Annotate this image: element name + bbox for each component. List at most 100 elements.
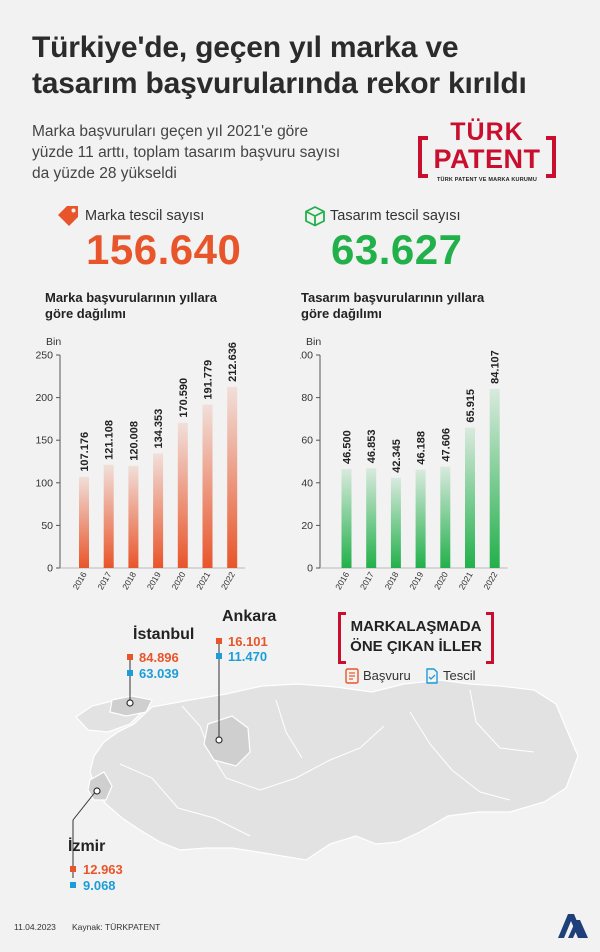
ankara-region xyxy=(203,715,251,767)
subtitle-line-1: Marka başvuruları geçen yıl 2021'e göre xyxy=(32,123,309,140)
tescil-legend-icon xyxy=(426,668,438,684)
legend-basvuru: Başvuru xyxy=(363,668,411,683)
bar-2018 xyxy=(128,465,139,568)
bar-2022 xyxy=(489,388,500,568)
y-tick-label: 80 xyxy=(301,392,313,404)
y-tick-label: 100 xyxy=(300,350,313,362)
izmir-basvuru: 12.963 xyxy=(83,862,123,877)
istanbul-marker xyxy=(126,699,134,707)
y-tick-label: 0 xyxy=(47,563,53,575)
basvuru-legend-icon xyxy=(345,668,359,684)
value-label-2018: 120.008 xyxy=(128,421,140,461)
tag-icon xyxy=(58,206,78,226)
bar-2021 xyxy=(465,427,475,568)
bar-2022 xyxy=(227,386,238,568)
category-label-2021: 2021 xyxy=(194,570,212,592)
category-label-2021: 2021 xyxy=(457,570,475,592)
turk-patent-logo: TÜRK PATENT TÜRK PATENT VE MARKA KURUMU xyxy=(418,118,556,188)
izmir-marker xyxy=(93,787,101,795)
istanbul-tescil: 63.039 xyxy=(139,666,179,681)
value-label-2020: 170.590 xyxy=(178,378,190,418)
logo-text-3: TÜRK PATENT VE MARKA KURUMU xyxy=(436,177,537,183)
map-title: MARKALAŞMADA ÖNE ÇIKAN İLLER xyxy=(338,612,494,664)
value-label-2016: 107.176 xyxy=(79,432,91,472)
category-label-2016: 2016 xyxy=(71,570,89,592)
value-label-2020: 47.606 xyxy=(440,428,452,462)
category-label-2017: 2017 xyxy=(358,570,376,592)
istanbul-name: İstanbul xyxy=(133,626,195,643)
value-label-2017: 46.853 xyxy=(366,430,378,464)
y-tick-label: 100 xyxy=(35,477,53,489)
footer-source: Kaynak: TÜRKPATENT xyxy=(72,922,161,932)
map-title-bracket-right xyxy=(486,612,494,664)
y-tick-label: 200 xyxy=(35,392,53,404)
title-line-2: tasarım başvurularında rekor kırıldı xyxy=(32,67,527,100)
subtitle: Marka başvuruları geçen yıl 2021'e göre … xyxy=(32,121,382,184)
logo-text-2: PATENT xyxy=(433,144,541,174)
category-label-2019: 2019 xyxy=(407,570,425,592)
value-label-2016: 46.500 xyxy=(342,430,354,464)
value-label-2021: 65.915 xyxy=(465,389,477,423)
marka-bar-chart: Bin 0 50 100 150 200 250 107.176 2016 121.108 2017… xyxy=(35,336,246,592)
category-label-2018: 2018 xyxy=(120,570,138,592)
ankara-marker xyxy=(215,736,223,744)
logo-text-1: TÜRK xyxy=(450,118,524,146)
y-unit-label: Bin xyxy=(306,336,321,348)
value-label-2019: 46.188 xyxy=(416,431,428,465)
logo-bracket-right xyxy=(546,136,556,178)
tasarim-stat-value: 63.627 xyxy=(331,226,463,273)
y-tick-label: 250 xyxy=(35,350,53,362)
y-tick-label: 60 xyxy=(301,435,313,447)
subtitle-line-2: yüzde 11 arttı, toplam tasarım başvuru s… xyxy=(32,144,341,161)
map-title-line-1: MARKALAŞMADA xyxy=(350,618,482,635)
istanbul-basvuru: 84.896 xyxy=(139,650,179,665)
y-tick-label: 40 xyxy=(301,477,313,489)
bar-2021 xyxy=(202,404,213,568)
subtitle-line-3: da yüzde 28 yükseldi xyxy=(32,165,177,182)
value-label-2021: 191.779 xyxy=(203,360,215,400)
tasarim-bar-chart: Bin 0 20 40 60 80 100 46.500 2016 46.853 2017 42.34… xyxy=(300,336,508,592)
izmir-tescil: 9.068 xyxy=(83,878,116,893)
logo-bracket-left xyxy=(418,136,428,178)
ankara-tescil: 11.470 xyxy=(228,649,268,664)
marka-stat-label: Marka tescil sayısı xyxy=(85,208,205,224)
bar-2020 xyxy=(440,466,451,568)
value-label-2017: 121.108 xyxy=(104,420,116,460)
ankara-basvuru: 16.101 xyxy=(228,634,268,649)
tasarim-chart-title: Tasarım başvurularının yıllara göre dağı… xyxy=(301,290,484,322)
value-label-2019: 134.353 xyxy=(153,409,165,449)
value-label-2022: 212.636 xyxy=(227,342,239,382)
category-label-2019: 2019 xyxy=(145,570,163,592)
bar-2017 xyxy=(103,464,114,568)
map-title-line-2: ÖNE ÇIKAN İLLER xyxy=(350,638,482,655)
category-label-2020: 2020 xyxy=(169,570,187,592)
bar-2017 xyxy=(366,468,377,568)
map-title-bracket-left xyxy=(338,612,346,664)
title-line-1: Türkiye'de, geçen yıl marka ve xyxy=(32,31,459,64)
bar-2019 xyxy=(153,453,164,568)
tasarim-chart-title-2: göre dağılımı xyxy=(301,306,382,321)
tasarim-stat-label: Tasarım tescil sayısı xyxy=(330,208,461,224)
bar-2016 xyxy=(341,468,352,568)
value-label-2018: 42.345 xyxy=(391,439,403,473)
bar-2016 xyxy=(79,476,89,568)
category-label-2022: 2022 xyxy=(219,570,237,592)
marka-chart-title-1: Marka başvurularının yıllara xyxy=(45,290,217,305)
y-tick-label: 0 xyxy=(307,563,313,575)
footer-date: 11.04.2023 xyxy=(14,922,56,932)
legend-tescil: Tescil xyxy=(443,668,476,683)
bar-2018 xyxy=(390,477,401,568)
anatolia-region xyxy=(89,679,579,861)
bar-2020 xyxy=(177,422,188,568)
y-unit-label: Bin xyxy=(46,336,61,348)
marka-chart-title-2: göre dağılımı xyxy=(45,306,126,321)
marka-stat-value: 156.640 xyxy=(86,226,242,273)
category-label-2018: 2018 xyxy=(383,570,401,592)
page-title: Türkiye'de, geçen yıl marka ve tasarım b… xyxy=(32,30,577,102)
turkey-map xyxy=(70,638,579,888)
category-label-2020: 2020 xyxy=(432,570,450,592)
tasarim-chart-title-1: Tasarım başvurularının yıllara xyxy=(301,290,485,305)
y-tick-label: 50 xyxy=(41,520,53,532)
box-icon xyxy=(305,206,325,227)
y-tick-label: 150 xyxy=(35,435,53,447)
